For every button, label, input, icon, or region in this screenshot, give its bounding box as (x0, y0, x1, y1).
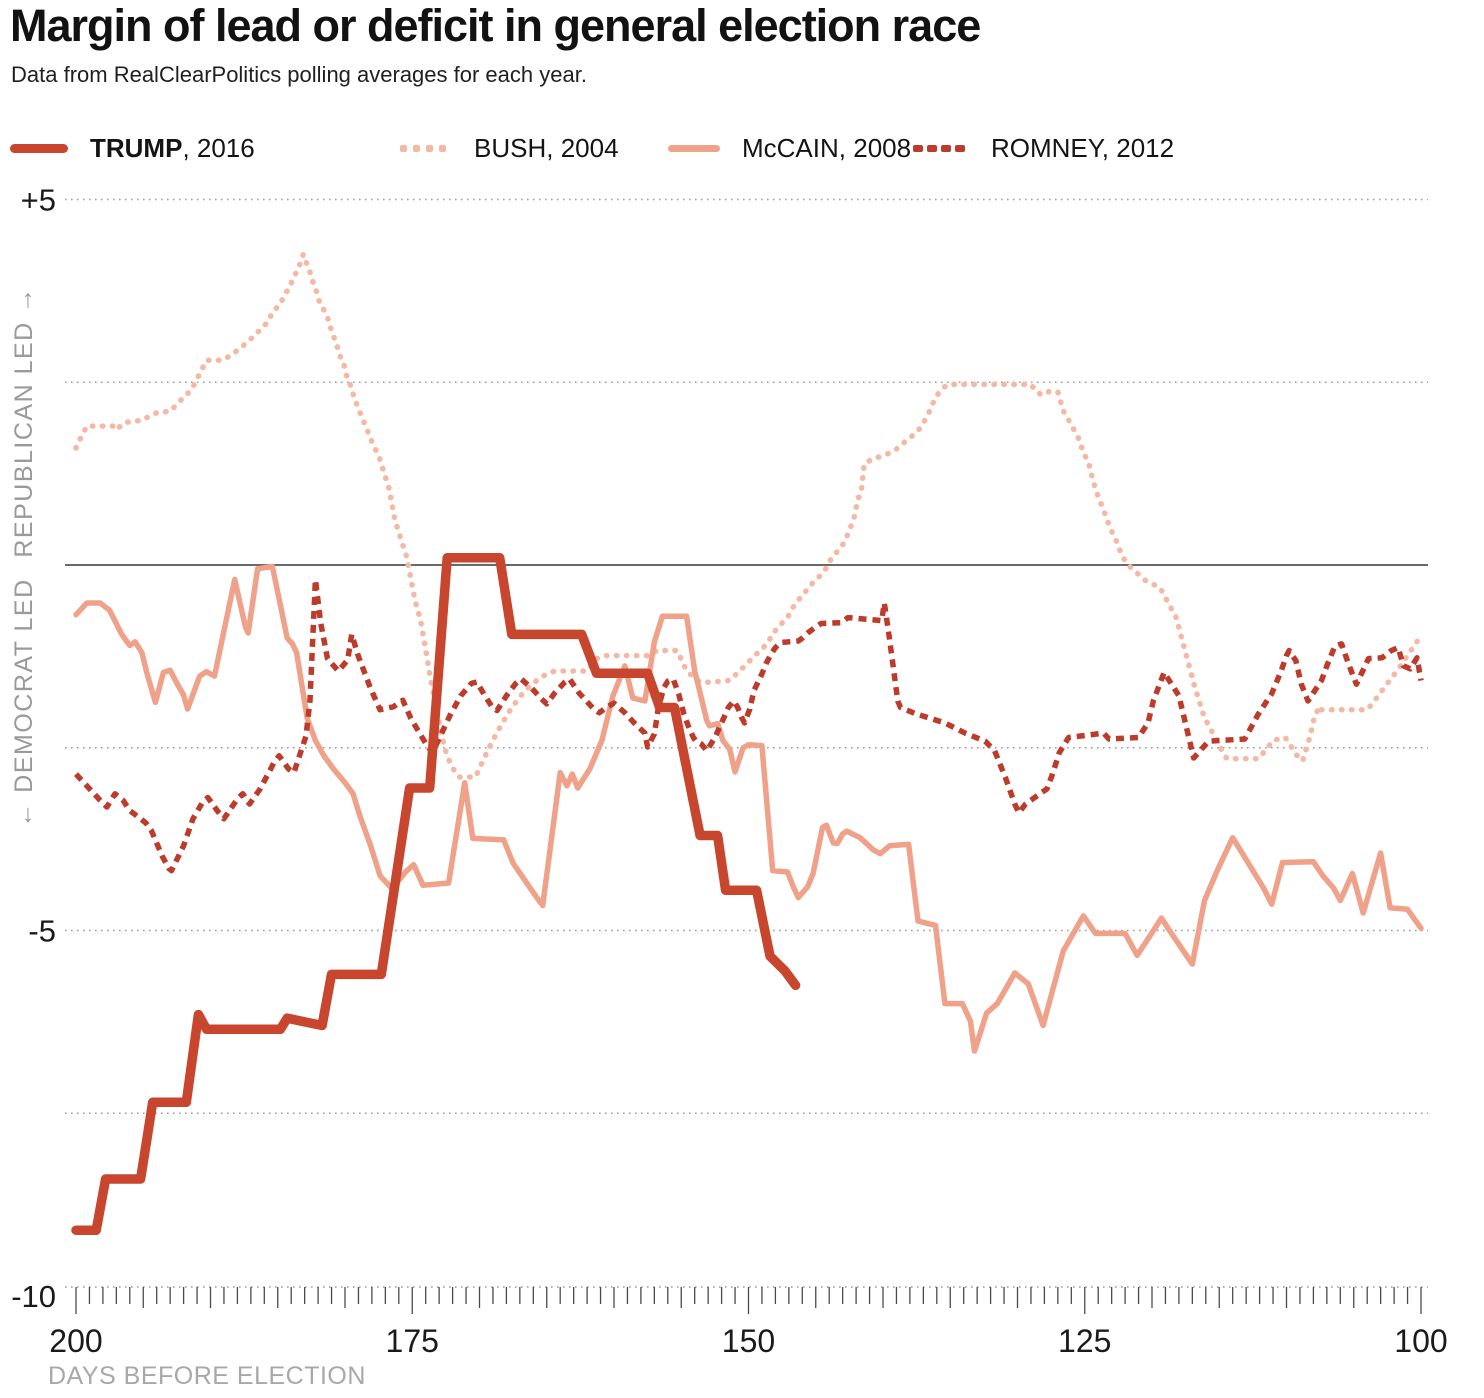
legend-item-romney: ROMNEY, 2012 (913, 128, 1174, 168)
trump-line-swatch (10, 143, 68, 153)
y-axis-label--5: -5 (28, 914, 56, 949)
legend-item-trump: TRUMP, 2016 (10, 128, 255, 168)
republican-led-label: REPUBLICAN LED → (10, 286, 38, 557)
page-subtitle: Data from RealClearPolitics polling aver… (11, 62, 587, 87)
legend-label-bush: BUSH, 2004 (474, 132, 619, 163)
legend-item-mccain: McCAIN, 2008 (668, 128, 911, 168)
legend-label-mccain: McCAIN, 2008 (742, 132, 912, 163)
x-axis-label-200: 200 (49, 1323, 102, 1359)
x-axis-title: DAYS BEFORE ELECTION (48, 1362, 366, 1390)
legend-label-romney: ROMNEY, 2012 (991, 132, 1175, 163)
y-axis-label--10: -10 (11, 1279, 56, 1314)
mccain-line-swatch (668, 144, 720, 152)
democrat-led-label: ← DEMOCRAT LED (10, 578, 38, 827)
x-axis-label-175: 175 (386, 1323, 439, 1359)
legend: TRUMP, 2016 BUSH, 2004 McCAIN, 2008 ROMN… (0, 128, 1484, 168)
legend-item-bush: BUSH, 2004 (400, 128, 619, 168)
x-axis-label-125: 125 (1058, 1323, 1111, 1359)
series-line-mccain-2008 (73, 563, 1424, 1054)
x-axis-label-100: 100 (1394, 1323, 1447, 1359)
series-line-romney-2012 (73, 576, 1424, 874)
page-title: Margin of lead or deficit in general ele… (10, 0, 981, 51)
series-line-bush-2004 (73, 251, 1424, 780)
series-line-trump-2016 (71, 552, 801, 1235)
x-axis-label-150: 150 (722, 1323, 775, 1359)
bush-dotted-swatch (400, 144, 452, 152)
legend-label-trump: TRUMP, 2016 (90, 132, 255, 163)
y-axis-label-+5: +5 (21, 183, 56, 218)
romney-dashed-swatch (913, 144, 969, 152)
